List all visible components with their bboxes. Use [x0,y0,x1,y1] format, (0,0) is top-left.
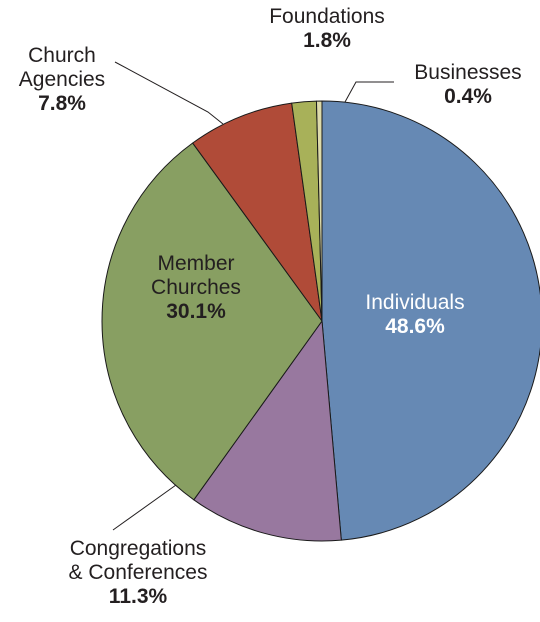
leader-line-church-agencies [114,61,224,125]
slice-label-businesses: Businesses [414,61,521,84]
slice-label-individuals: Individuals [365,291,464,314]
slice-label-foundations: Foundations [269,5,385,28]
leader-line-businesses [344,81,394,103]
pie-slice-member-churches [101,142,323,501]
slice-percent-businesses: 0.4% [444,85,492,108]
slice-percent-member-churches: 30.1% [166,300,226,323]
slice-label-member-churches: Member [157,252,234,275]
slice-label-church-agencies: Agencies [19,68,105,91]
slice-label-congregations-and-conferences: & Conferences [69,561,208,584]
slice-percent-church-agencies: 7.8% [38,92,86,115]
leader-lines [112,61,394,531]
slice-label-congregations-and-conferences: Congregations [70,537,207,560]
slice-percent-congregations-and-conferences: 11.3% [109,585,168,608]
pie-slices [101,100,540,542]
slice-label-member-churches: Churches [151,276,241,299]
pie-slice-businesses [315,100,323,322]
slice-label-church-agencies: Church [28,44,96,67]
slice-percent-foundations: 1.8% [303,29,351,52]
leader-line-congregations-and-conferences [112,484,177,531]
pie-slice-congregations-and-conferences [193,320,342,542]
pie-slice-church-agencies [192,102,323,322]
pie-slice-individuals [321,100,540,541]
slice-percent-individuals: 48.6% [385,315,445,338]
